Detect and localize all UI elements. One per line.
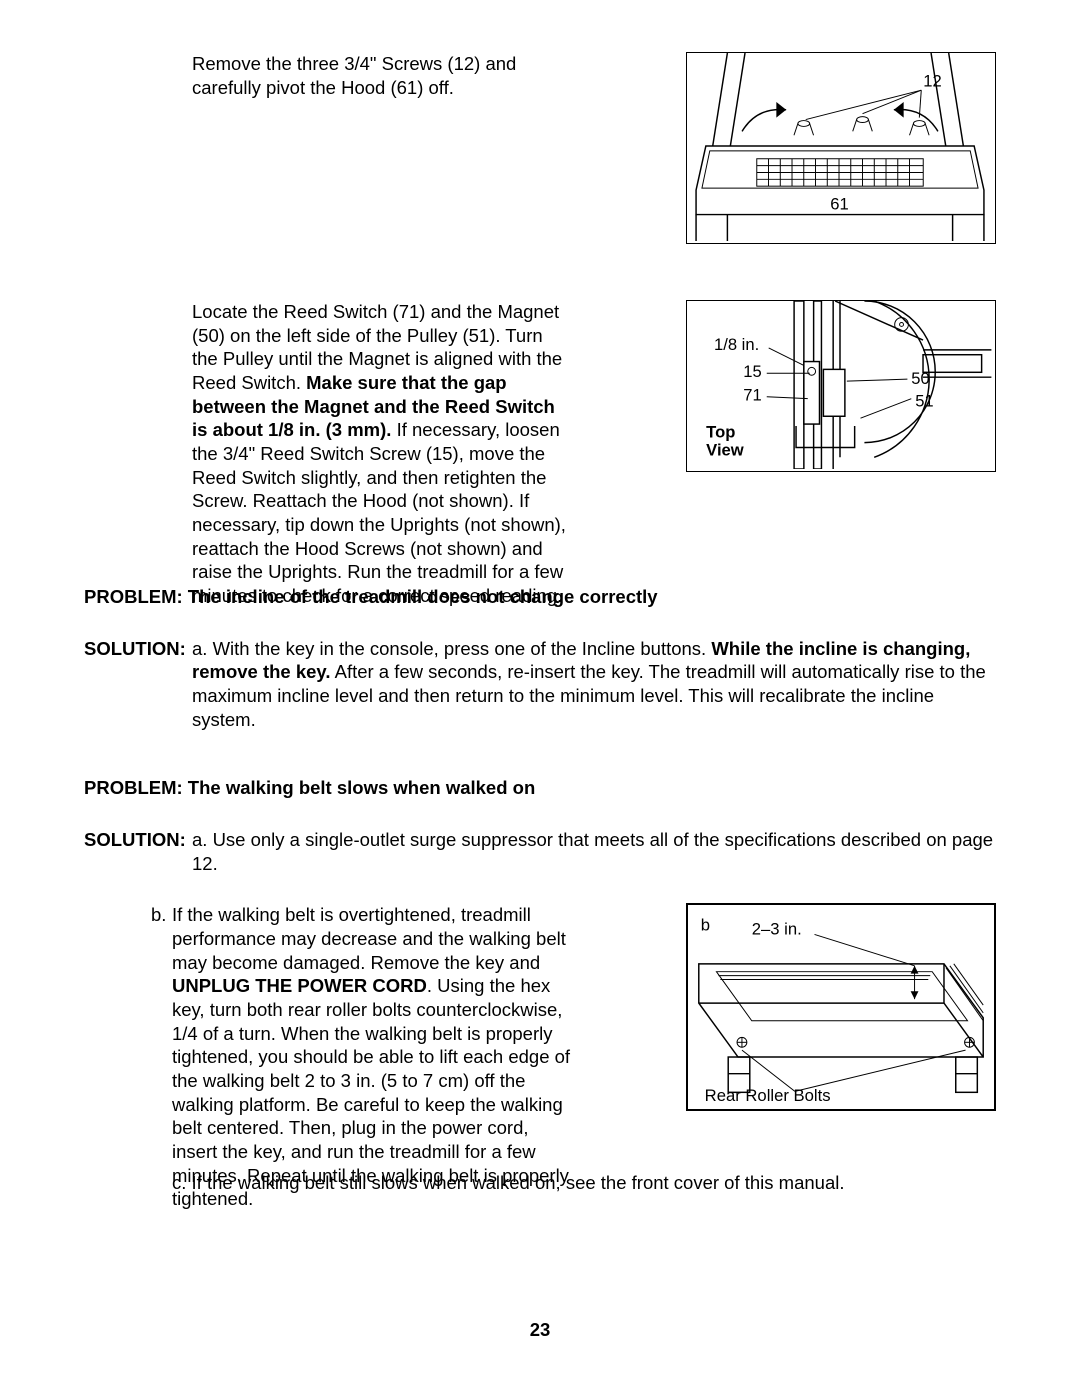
- paragraph-a: Remove the three 3/4" Screws (12) and ca…: [192, 53, 516, 98]
- fig2-label-50: 50: [911, 369, 929, 388]
- fig2-label-51: 51: [915, 391, 933, 410]
- problem1-a-pre: a. With the key in the console, press on…: [192, 638, 711, 659]
- solution-label: SOLUTION:: [84, 637, 192, 661]
- fig1-label-12: 12: [923, 71, 942, 90]
- step-b-text: Locate the Reed Switch (71) and the Magn…: [192, 300, 570, 608]
- problem2-b-post: . Using the hex key, turn both rear roll…: [172, 975, 570, 1209]
- step-a-text: Remove the three 3/4" Screws (12) and ca…: [192, 52, 570, 99]
- problem2-a: a. Use only a single-outlet surge suppre…: [192, 829, 993, 874]
- page-number: 23: [84, 1318, 996, 1342]
- problem2-solution-a: SOLUTION:a. Use only a single-outlet sur…: [84, 828, 996, 875]
- problem2-heading: PROBLEM: The walking belt slows when wal…: [84, 776, 996, 800]
- fig2-label-71: 71: [743, 386, 761, 405]
- problem2-b-row: b. If the walking belt is overtightened,…: [84, 903, 996, 1143]
- problem2-b-pre: If the walking belt is overtightened, tr…: [172, 904, 566, 972]
- manual-page: Remove the three 3/4" Screws (12) and ca…: [84, 52, 996, 1342]
- problem1-solution: SOLUTION:a. With the key in the console,…: [84, 637, 996, 732]
- solution-label: SOLUTION:: [84, 828, 192, 852]
- problem2-b-bold: UNPLUG THE POWER CORD: [172, 975, 427, 996]
- fig1-label-61: 61: [830, 195, 849, 214]
- fig2-label-15: 15: [743, 362, 761, 381]
- fig2-label-view: View: [706, 440, 744, 459]
- step-reed-switch: Locate the Reed Switch (71) and the Magn…: [84, 300, 996, 540]
- paragraph-b-post: If necessary, loosen the 3/4" Reed Switc…: [192, 419, 566, 606]
- figure-reed-switch-diagram: 1/8 in. 15 71 50 51 Top View: [686, 300, 996, 472]
- figure-belt-diagram: b 2–3 in. Rear Roller Bolts: [686, 903, 996, 1111]
- fig2-label-gap: 1/8 in.: [714, 335, 759, 354]
- fig3-label-rr: Rear Roller Bolts: [705, 1087, 831, 1106]
- problem2-b-letter: b.: [151, 903, 166, 927]
- fig3-label-b: b: [701, 916, 710, 935]
- fig3-label-dim: 2–3 in.: [752, 920, 802, 939]
- step-remove-hood: Remove the three 3/4" Screws (12) and ca…: [84, 52, 996, 282]
- figure-hood-diagram: 12 61: [686, 52, 996, 244]
- problem-belt: PROBLEM: The walking belt slows when wal…: [84, 776, 996, 1195]
- problem2-b-text: b. If the walking belt is overtightened,…: [172, 903, 572, 1211]
- fig2-label-top: Top: [706, 423, 735, 442]
